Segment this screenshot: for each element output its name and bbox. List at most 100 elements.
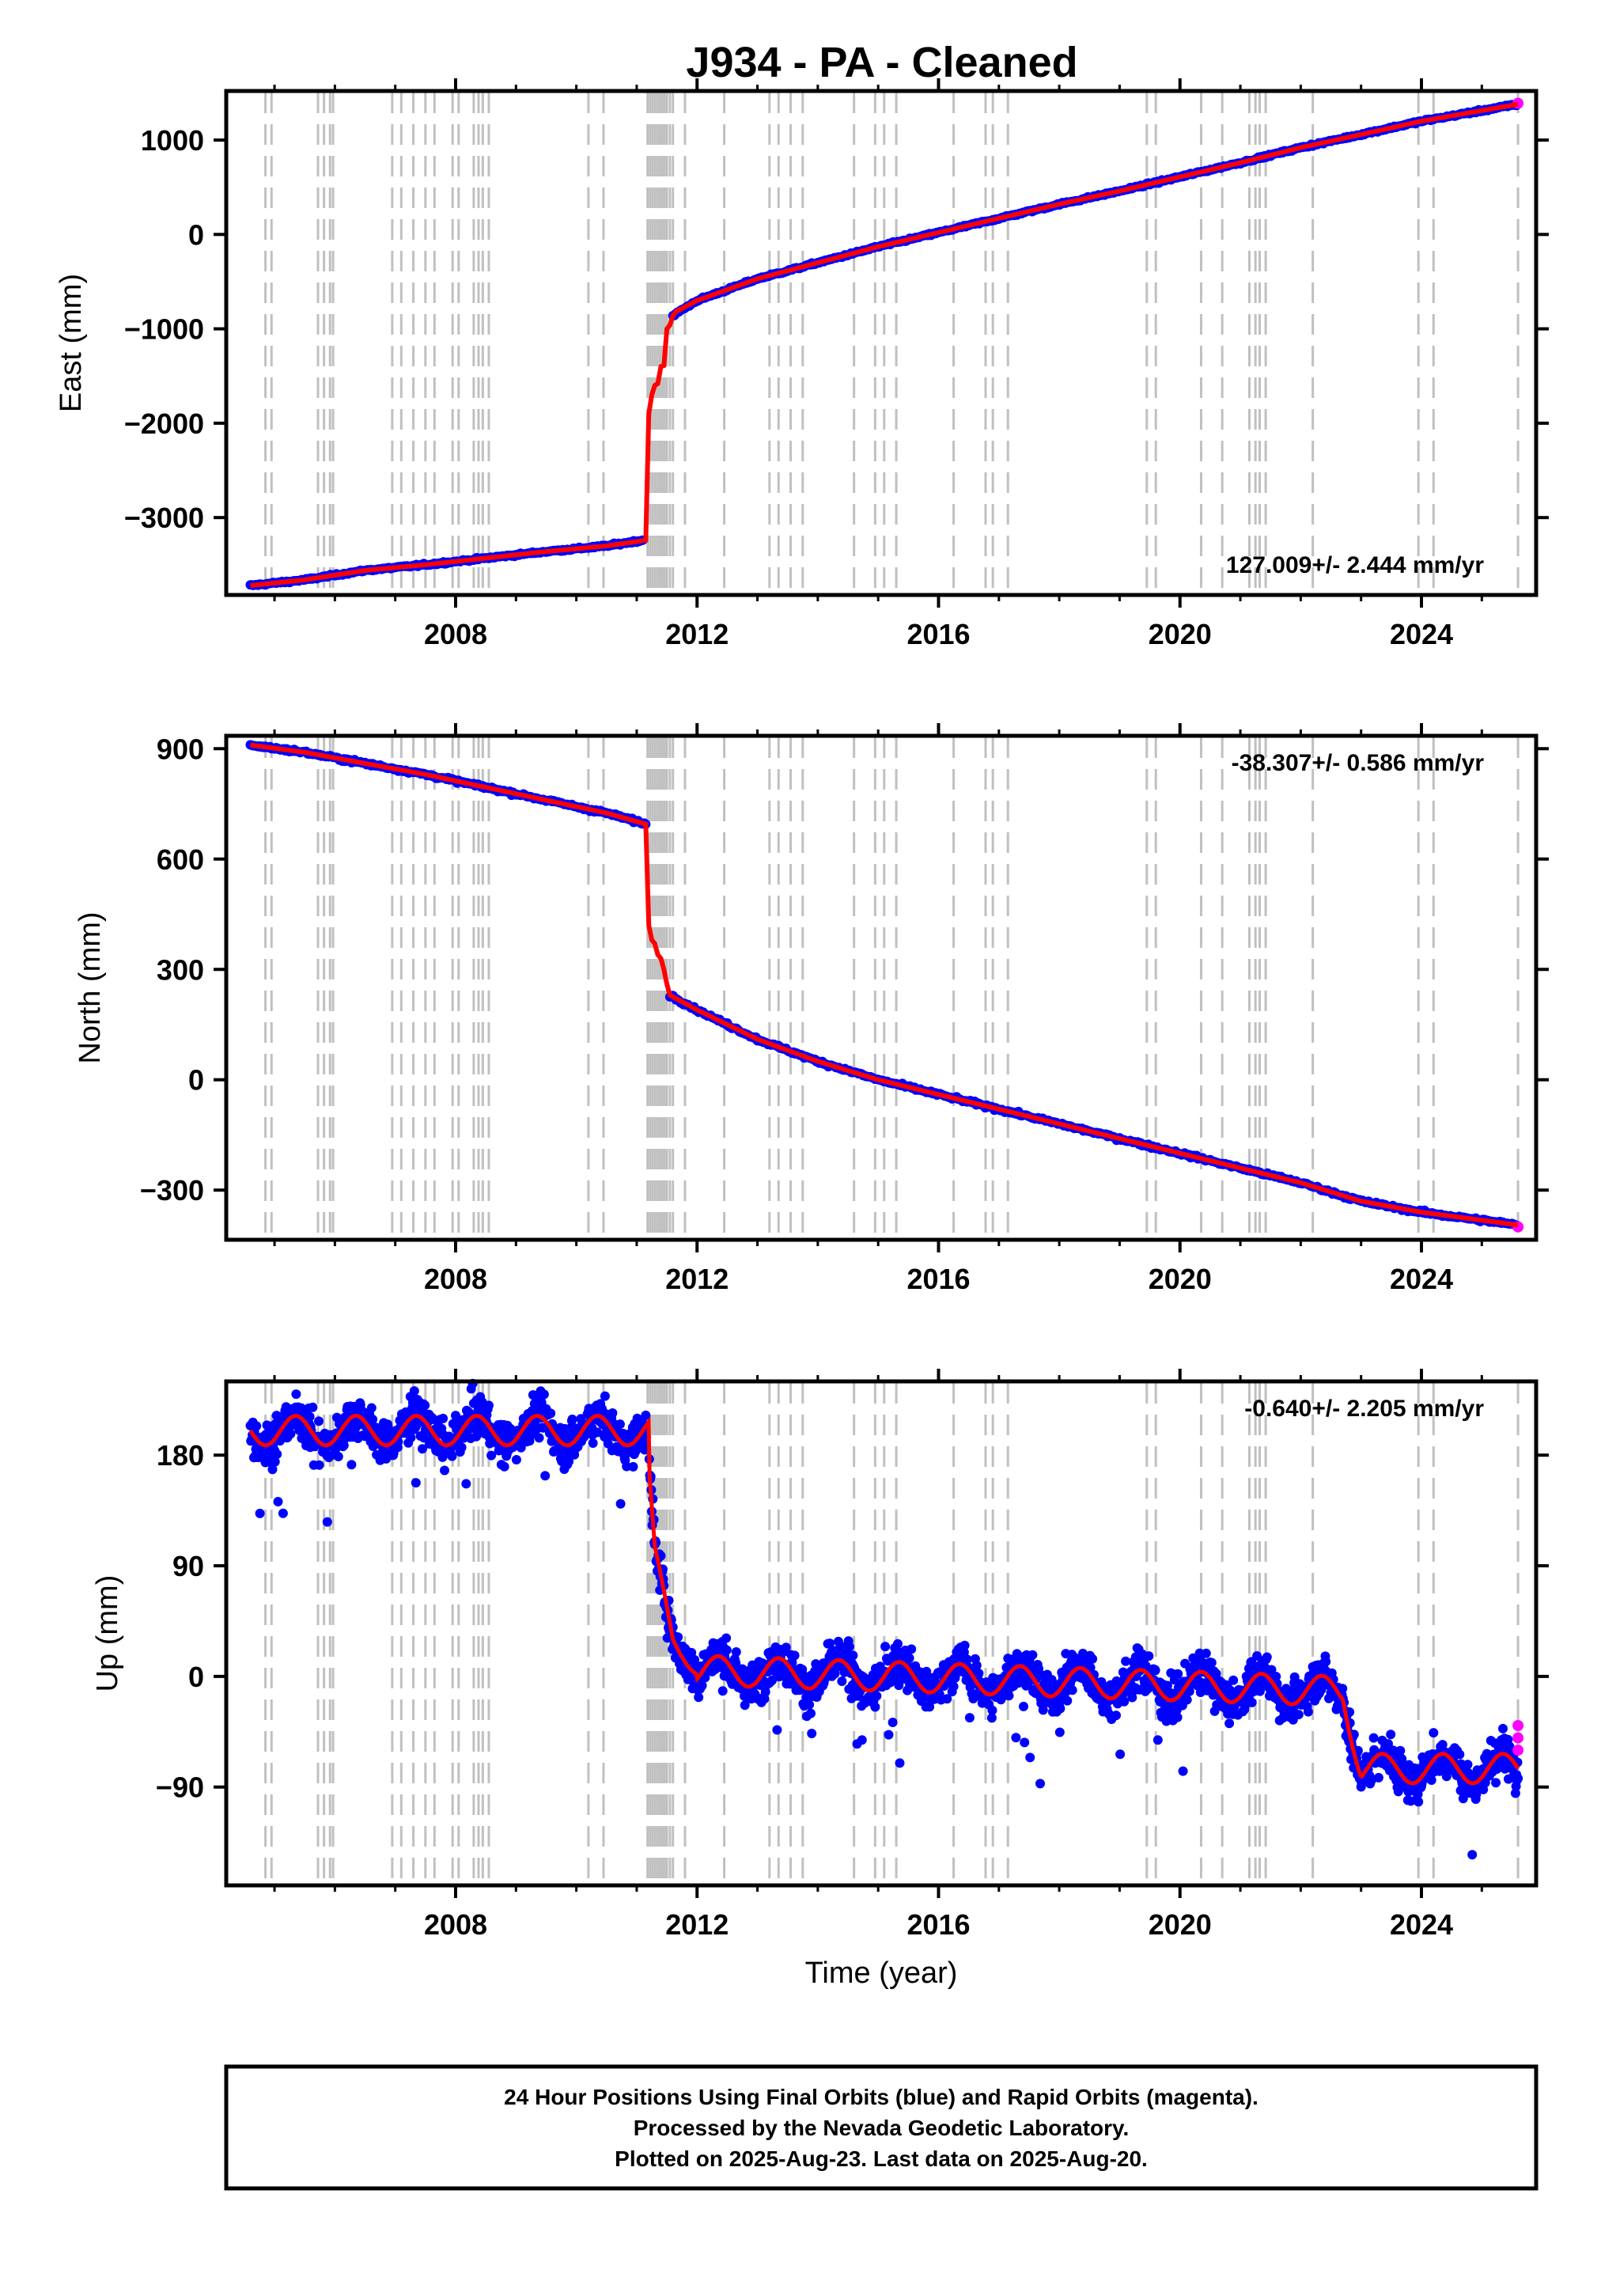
up-final-point (1055, 1703, 1065, 1714)
up-final-point (1020, 1737, 1030, 1748)
up-final-point (1121, 1656, 1131, 1666)
up-final-point (511, 1455, 521, 1464)
up-final-point (694, 1692, 704, 1703)
east-y-tick-label: −3000 (124, 502, 204, 534)
up-final-point (1115, 1749, 1126, 1760)
up-final-point (267, 1464, 278, 1475)
up-final-point (539, 1389, 549, 1400)
up-x-tick-label: 2020 (1149, 1908, 1212, 1941)
up-final-point (1173, 1669, 1183, 1679)
up-final-point (1206, 1658, 1217, 1668)
up-x-tick-label: 2024 (1390, 1908, 1453, 1941)
up-final-point (499, 1461, 509, 1472)
up-final-point (600, 1391, 610, 1401)
north-y-tick-label: −300 (140, 1174, 204, 1207)
east-x-tick-label: 2024 (1390, 618, 1453, 650)
east-y-tick-label: −1000 (124, 313, 204, 346)
up-final-point (1224, 1718, 1235, 1729)
up-final-point (1455, 1749, 1465, 1760)
up-final-point (1011, 1733, 1021, 1743)
up-final-point (534, 1433, 544, 1443)
up-final-point (603, 1438, 613, 1449)
up-final-point (588, 1438, 598, 1448)
north-plot-frame (224, 733, 1539, 1242)
east-x-tick-label: 2008 (424, 618, 487, 650)
up-final-point (1513, 1773, 1523, 1783)
up-final-point (1054, 1727, 1065, 1737)
up-final-point (1028, 1650, 1038, 1660)
up-final-point (673, 1632, 683, 1642)
up-final-point (740, 1700, 750, 1711)
up-final-point (1429, 1728, 1439, 1738)
up-final-point (906, 1644, 917, 1654)
up-final-point (1038, 1705, 1048, 1715)
up-final-point (1019, 1701, 1028, 1711)
north-y-tick-label: 0 (188, 1064, 204, 1097)
up-final-point (409, 1386, 419, 1396)
up-final-point (1150, 1665, 1160, 1676)
up-final-point (1414, 1797, 1424, 1807)
up-final-point (806, 1708, 816, 1718)
up-final-point (922, 1666, 932, 1677)
up-final-point (880, 1642, 891, 1652)
up-final-point (1144, 1651, 1154, 1661)
up-final-point (1088, 1654, 1098, 1664)
up-final-point (1395, 1745, 1406, 1756)
up-final-point (1321, 1657, 1331, 1667)
up-final-point (1182, 1695, 1192, 1705)
up-final-point (456, 1442, 467, 1453)
up-final-point (296, 1403, 306, 1413)
up-final-point (1062, 1695, 1073, 1706)
up-y-tick-label: 90 (172, 1550, 204, 1582)
up-final-point (844, 1642, 854, 1652)
up-final-point (1262, 1652, 1272, 1662)
x-axis-label: Time (year) (805, 1957, 958, 1990)
up-final-point (1252, 1651, 1262, 1661)
up-final-point (1510, 1788, 1520, 1798)
up-final-point (1357, 1778, 1368, 1788)
up-final-point (272, 1449, 282, 1459)
north-model-line (250, 742, 1519, 1228)
up-final-point (1035, 1779, 1045, 1789)
up-final-point (951, 1669, 961, 1680)
up-final-point (1228, 1675, 1239, 1685)
up-final-point (721, 1633, 732, 1643)
up-y-tick-label: 0 (188, 1661, 204, 1693)
up-final-point (964, 1713, 975, 1723)
up-final-point (339, 1440, 349, 1450)
up-final-point (447, 1451, 457, 1461)
up-final-point (314, 1416, 324, 1426)
up-final-point (1426, 1775, 1436, 1785)
up-final-point (687, 1647, 697, 1658)
up-final-point (904, 1653, 914, 1663)
up-final-point (948, 1681, 959, 1692)
footer-line-1: 24 Hour Positions Using Final Orbits (bl… (504, 2085, 1258, 2109)
north-y-tick-label: 300 (157, 953, 204, 986)
up-final-point (959, 1640, 970, 1650)
up-final-point (807, 1729, 817, 1738)
up-rate-label: -0.640+/- 2.205 mm/yr (1244, 1396, 1484, 1422)
north-x-tick-label: 2008 (424, 1263, 487, 1295)
up-final-point (731, 1647, 741, 1657)
up-final-point (1492, 1764, 1502, 1774)
up-final-point (1247, 1697, 1257, 1707)
up-final-point (308, 1402, 318, 1412)
footer-frame (224, 2064, 1539, 2191)
up-final-point (546, 1408, 556, 1419)
up-final-point (987, 1705, 997, 1715)
up-final-point (1162, 1680, 1172, 1691)
up-final-point (1386, 1730, 1396, 1740)
east-y-tick-label: 0 (188, 218, 204, 251)
up-final-point (1373, 1772, 1383, 1783)
up-final-point (484, 1400, 494, 1411)
east-x-tick-label: 2012 (665, 618, 729, 650)
up-final-point (1201, 1648, 1211, 1658)
up-final-point (870, 1702, 880, 1712)
east-model-line (250, 101, 1519, 589)
north-y-tick-label: 900 (157, 733, 204, 765)
up-final-point (700, 1673, 710, 1683)
up-final-point (804, 1699, 815, 1710)
up-final-point (438, 1413, 449, 1423)
